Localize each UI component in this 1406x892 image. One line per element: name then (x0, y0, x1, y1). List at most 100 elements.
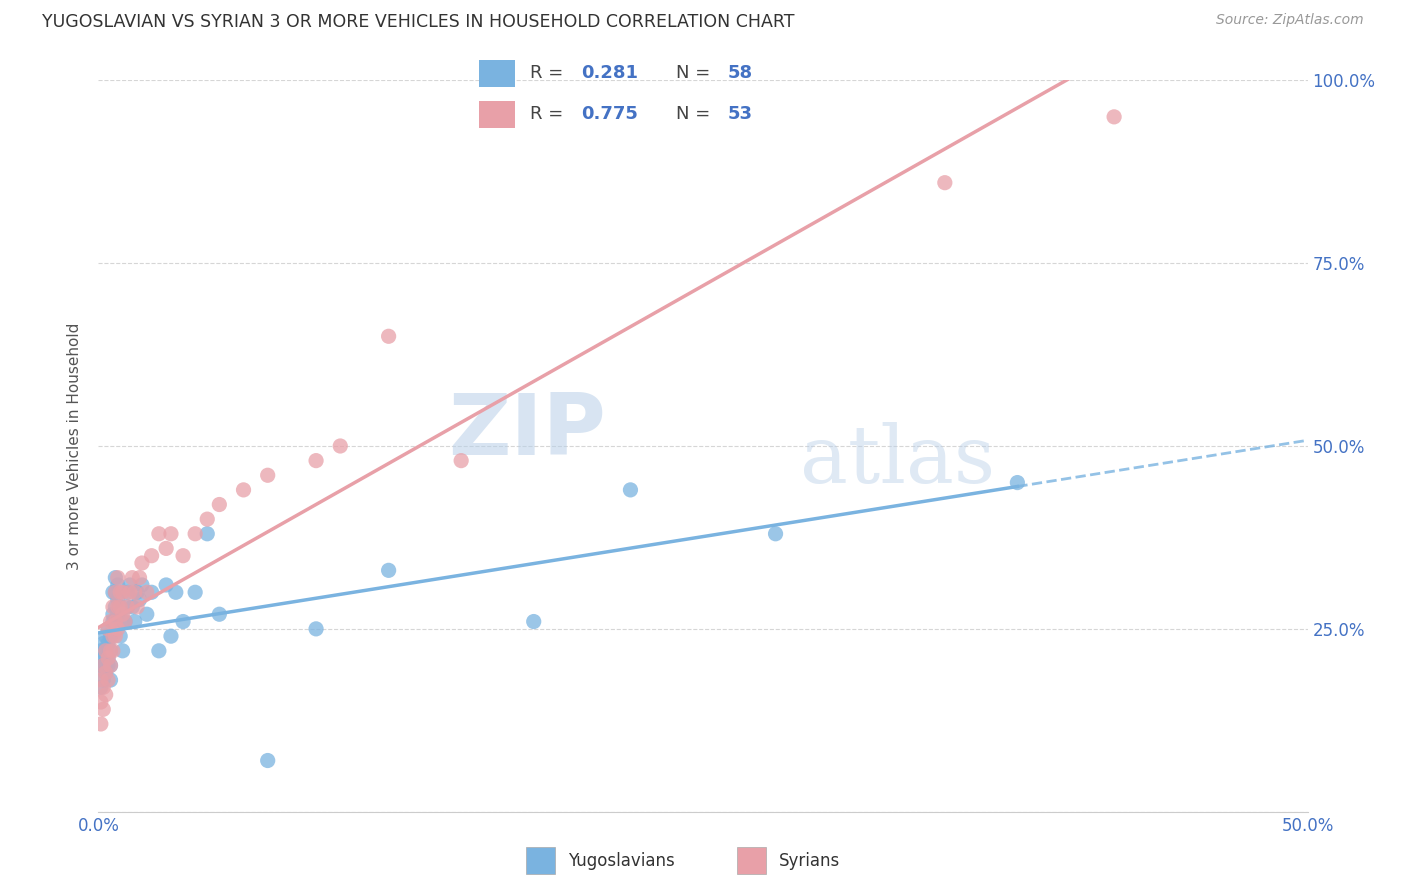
Point (128, 571, 150, 585)
Point (131, 556, 153, 570)
Text: 53: 53 (727, 105, 752, 123)
Point (165, 585, 187, 599)
Point (91, 702, 114, 716)
Point (208, 498, 231, 512)
Point (94, 644, 117, 658)
Point (141, 585, 163, 599)
Point (100, 615, 122, 629)
Point (107, 571, 129, 585)
Point (108, 599, 131, 614)
Text: N =: N = (676, 64, 716, 82)
Point (90, 658, 112, 673)
Point (934, 176, 956, 190)
Point (111, 644, 134, 658)
Point (127, 599, 149, 614)
Point (148, 644, 170, 658)
Point (377, 329, 399, 343)
Point (305, 622, 328, 636)
Point (184, 526, 207, 541)
Point (195, 512, 218, 526)
Point (90, 681, 112, 695)
Point (232, 483, 254, 497)
Point (101, 629, 124, 643)
Bar (478, 60, 515, 87)
Point (121, 571, 143, 585)
Point (107, 592, 129, 607)
Point (1102, 110, 1125, 124)
Point (135, 607, 157, 622)
Point (104, 585, 127, 599)
Point (114, 615, 136, 629)
Point (256, 468, 278, 483)
Bar (478, 101, 515, 128)
Point (305, 453, 328, 467)
Bar (737, 847, 766, 874)
Point (97, 651, 120, 665)
Point (90, 644, 112, 658)
Point (97, 622, 120, 636)
Point (101, 615, 124, 629)
Point (172, 615, 194, 629)
Point (450, 453, 472, 467)
Point (104, 615, 127, 629)
Point (100, 658, 122, 673)
Point (111, 607, 134, 622)
Point (765, 526, 787, 541)
Point (100, 644, 122, 658)
Text: R =: R = (530, 105, 569, 123)
Point (100, 658, 122, 673)
Point (101, 607, 124, 622)
Point (94, 644, 117, 658)
Point (108, 585, 131, 599)
Point (100, 673, 122, 687)
Point (523, 615, 546, 629)
Point (155, 578, 177, 592)
Text: Syrians: Syrians (779, 852, 841, 870)
Point (107, 607, 129, 622)
Bar (526, 847, 555, 874)
Point (101, 644, 124, 658)
Point (160, 629, 183, 643)
Text: ZIP: ZIP (449, 390, 606, 473)
Y-axis label: 3 or more Vehicles in Household: 3 or more Vehicles in Household (67, 322, 83, 570)
Point (155, 541, 177, 556)
Point (135, 585, 157, 599)
Point (1007, 475, 1029, 490)
Point (94, 629, 117, 643)
Point (329, 439, 352, 453)
Point (91, 658, 114, 673)
Text: 58: 58 (727, 64, 752, 82)
Text: R =: R = (530, 64, 569, 82)
Point (107, 599, 129, 614)
Point (377, 563, 399, 577)
Point (104, 629, 127, 643)
Point (117, 599, 139, 614)
Point (104, 599, 127, 614)
Point (118, 585, 141, 599)
Point (131, 578, 153, 592)
Point (101, 599, 124, 614)
Point (160, 526, 183, 541)
Point (107, 622, 129, 636)
Point (91, 673, 114, 687)
Point (101, 585, 124, 599)
Point (104, 571, 127, 585)
Point (208, 607, 231, 622)
Point (100, 629, 122, 643)
Point (111, 585, 134, 599)
Point (90, 695, 112, 709)
Point (195, 526, 218, 541)
Point (91, 658, 114, 673)
Point (184, 585, 207, 599)
Point (97, 651, 120, 665)
Text: 0.281: 0.281 (581, 64, 638, 82)
Text: atlas: atlas (800, 422, 995, 500)
Point (90, 717, 112, 731)
Point (91, 681, 114, 695)
Point (100, 644, 122, 658)
Point (172, 549, 194, 563)
Point (97, 622, 120, 636)
Point (124, 585, 146, 599)
Text: Yugoslavians: Yugoslavians (568, 852, 675, 870)
Text: N =: N = (676, 105, 716, 123)
